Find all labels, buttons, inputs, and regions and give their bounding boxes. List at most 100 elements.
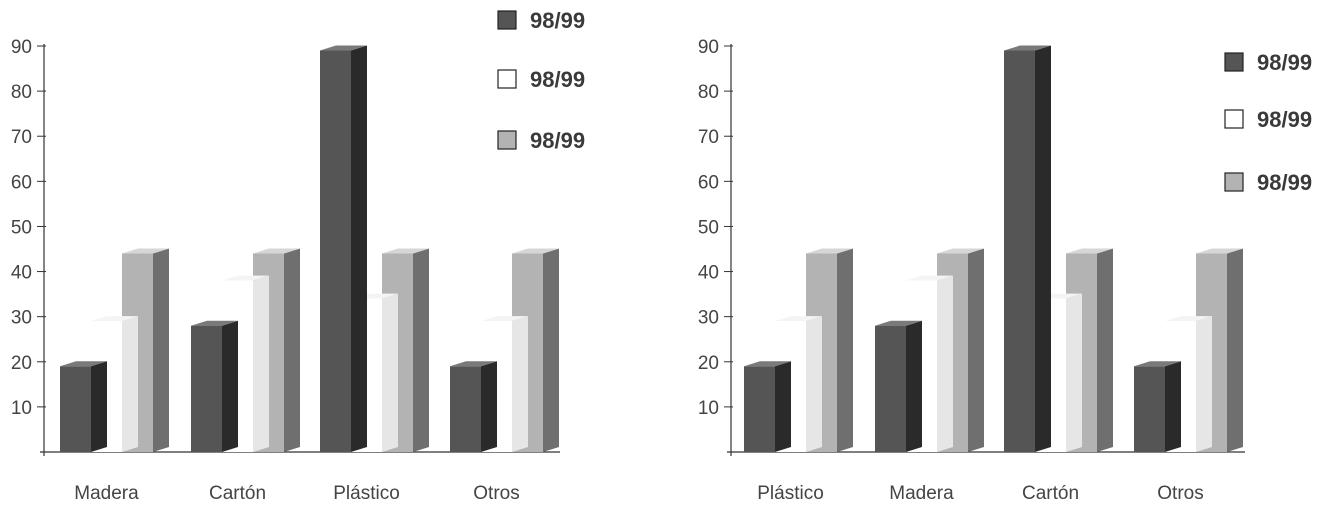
bar-side: [1035, 45, 1051, 453]
bar-top: [512, 248, 559, 254]
bar-front: [60, 366, 91, 452]
bar-top: [450, 361, 497, 367]
legend-label: 98/99: [1257, 107, 1312, 132]
bar-top: [91, 316, 138, 322]
bar-front: [875, 325, 906, 452]
bar-top: [382, 248, 429, 254]
bar-top: [481, 316, 528, 322]
legend-item: 98/99: [497, 67, 585, 92]
bar-top: [253, 248, 300, 254]
bar-top: [60, 361, 107, 367]
bar-side: [1227, 248, 1243, 452]
bar-front: [1004, 50, 1035, 453]
bar: [60, 361, 107, 452]
bar-top: [222, 275, 269, 281]
bar-group: Cartón: [1004, 45, 1113, 504]
y-tick-label: 90: [698, 37, 719, 58]
legend: 98/99 98/99 98/99: [497, 8, 585, 153]
x-tick-label: Otros: [473, 483, 519, 504]
chart-left: 10 20 30 40 50 60 70 80 90 Madera Cartón Plástico Ot…: [11, 8, 585, 504]
bar-side: [512, 316, 528, 452]
bar-top: [744, 361, 791, 367]
bar-side: [775, 361, 791, 452]
bar-side: [806, 316, 822, 452]
y-tick-label: 10: [11, 398, 32, 419]
y-tick-label: 30: [11, 308, 32, 329]
legend-item: 98/99: [497, 128, 585, 153]
legend-item: 98/99: [1224, 170, 1312, 195]
bar-group: Madera: [60, 248, 169, 504]
bar: [1004, 45, 1051, 453]
bar: [875, 320, 922, 452]
legend-label: 98/99: [530, 67, 585, 92]
y-tick-label: 10: [698, 398, 719, 419]
bar-top: [775, 316, 822, 322]
bars: Plástico Madera Cartón Otros: [744, 45, 1243, 504]
bar-front: [191, 325, 222, 452]
bar-side: [1097, 248, 1113, 452]
y-tick-label: 50: [698, 217, 719, 238]
bar-top: [1165, 316, 1212, 322]
y-tick-label: 80: [11, 82, 32, 103]
bar-side: [122, 316, 138, 452]
bar-side: [222, 320, 238, 452]
bar: [775, 316, 822, 452]
bar-side: [413, 248, 429, 452]
legend-swatch: [1224, 109, 1244, 129]
y-tick-label: 80: [698, 82, 719, 103]
legend-label: 98/99: [530, 8, 585, 33]
bar-side: [1196, 316, 1212, 452]
bar: [320, 45, 367, 453]
bar: [450, 361, 497, 452]
x-tick-label: Madera: [889, 483, 954, 504]
bar-side: [253, 275, 269, 452]
bar-side: [284, 248, 300, 452]
x-tick-label: Madera: [74, 483, 139, 504]
legend-swatch: [497, 10, 517, 30]
bar-group: Madera: [875, 248, 984, 504]
bar-top: [806, 248, 853, 254]
y-tick-label: 20: [11, 353, 32, 374]
bar-side: [1066, 293, 1082, 452]
x-tick-label: Cartón: [1022, 483, 1079, 504]
y-tick-label: 30: [698, 308, 719, 329]
legend-item: 98/99: [497, 8, 585, 33]
y-tick-label: 60: [11, 172, 32, 193]
bar-top: [1004, 45, 1051, 51]
y-tick-label: 90: [11, 37, 32, 58]
bar-front: [744, 366, 775, 452]
legend-label: 98/99: [530, 128, 585, 153]
bar-group: Plástico: [320, 45, 429, 504]
bar-top: [320, 45, 367, 51]
bar-side: [351, 45, 367, 453]
bar-top: [1066, 248, 1113, 254]
bar-group: Otros: [450, 248, 559, 504]
bar-front: [320, 50, 351, 453]
bar-group: Plástico: [744, 248, 853, 504]
bar-side: [481, 361, 497, 452]
bar-group: Cartón: [191, 248, 300, 504]
bar-side: [91, 361, 107, 452]
bar-side: [1165, 361, 1181, 452]
legend-swatch: [497, 130, 517, 150]
legend-item: 98/99: [1224, 50, 1312, 75]
bar-front: [1134, 366, 1165, 452]
bar-side: [937, 275, 953, 452]
bar-side: [906, 320, 922, 452]
bar-top: [1134, 361, 1181, 367]
bars: Madera Cartón Plástico Otros: [60, 45, 559, 504]
y-tick-label: 60: [698, 172, 719, 193]
y-tick-label: 70: [11, 127, 32, 148]
legend-label: 98/99: [1257, 170, 1312, 195]
legend-item: 98/99: [1224, 107, 1312, 132]
legend: 98/99 98/99 98/99: [1224, 50, 1312, 195]
legend-swatch: [1224, 172, 1244, 192]
bar-side: [543, 248, 559, 452]
bar-top: [191, 320, 238, 326]
y-tick-label: 20: [698, 353, 719, 374]
x-tick-label: Otros: [1157, 483, 1203, 504]
bar-top: [906, 275, 953, 281]
bar-side: [382, 293, 398, 452]
x-tick-label: Plástico: [757, 483, 824, 504]
